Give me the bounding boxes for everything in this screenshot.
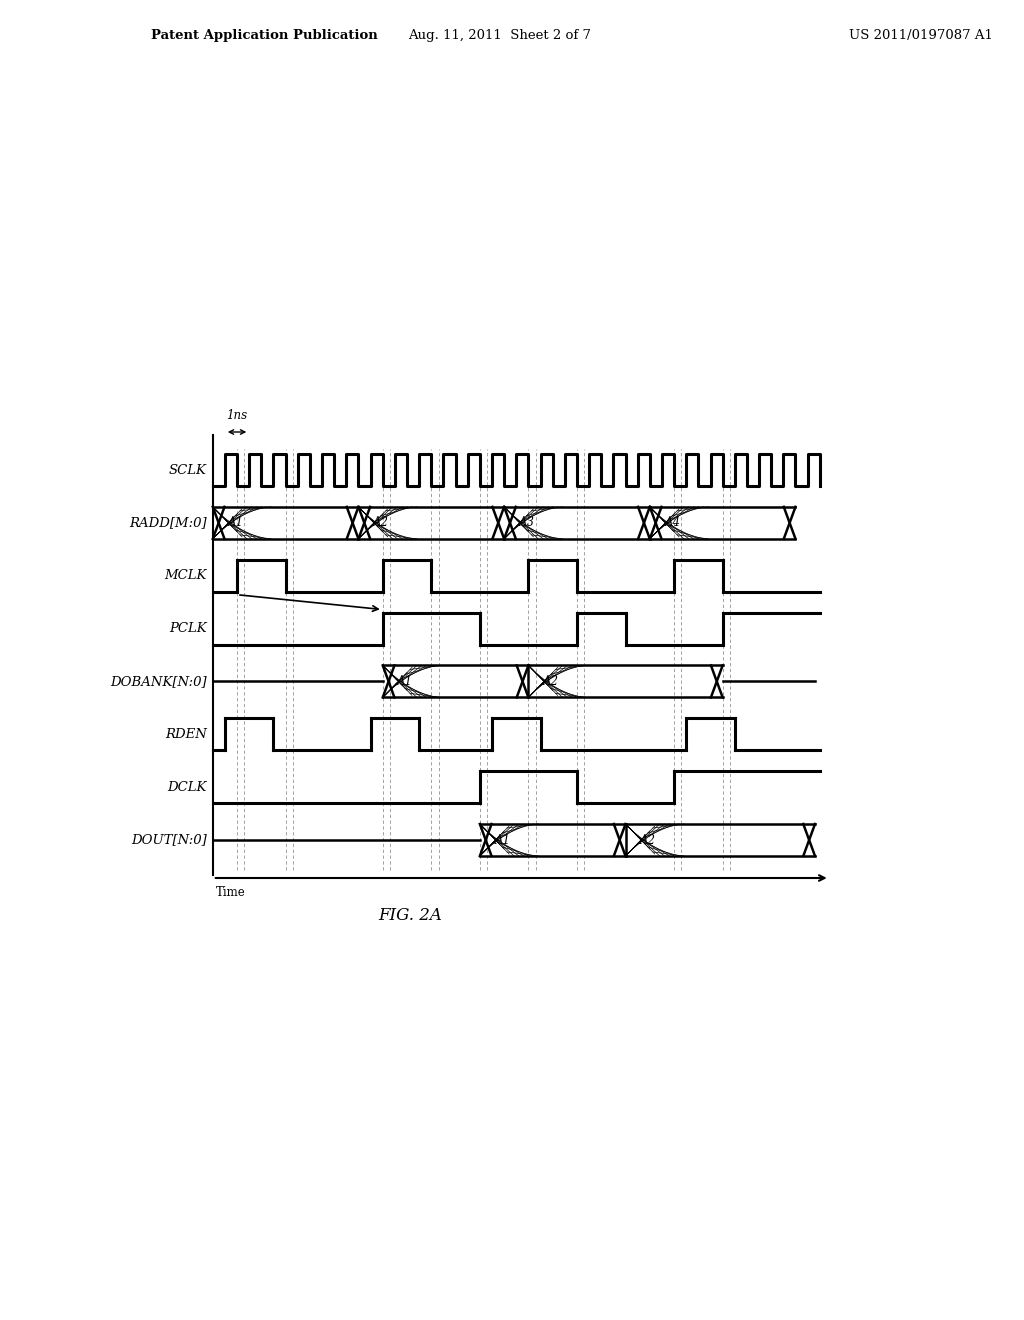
Text: Time: Time — [216, 886, 246, 899]
Text: RADD[M:0]: RADD[M:0] — [129, 516, 207, 529]
Text: A1: A1 — [495, 833, 511, 846]
Text: RDEN: RDEN — [165, 727, 207, 741]
Text: Aug. 11, 2011  Sheet 2 of 7: Aug. 11, 2011 Sheet 2 of 7 — [409, 29, 591, 41]
Text: A2: A2 — [373, 516, 389, 529]
Text: DOBANK[N:0]: DOBANK[N:0] — [111, 675, 207, 688]
Text: A2: A2 — [543, 675, 559, 688]
Text: A4: A4 — [665, 516, 680, 529]
Text: PCLK: PCLK — [169, 622, 207, 635]
Text: 1ns: 1ns — [226, 409, 248, 422]
Text: Patent Application Publication: Patent Application Publication — [152, 29, 378, 41]
Text: DOUT[N:0]: DOUT[N:0] — [131, 833, 207, 846]
Text: US 2011/0197087 A1: US 2011/0197087 A1 — [849, 29, 993, 41]
Text: DCLK: DCLK — [168, 780, 207, 793]
Text: A1: A1 — [227, 516, 244, 529]
Text: A1: A1 — [397, 675, 414, 688]
Text: A2: A2 — [640, 833, 656, 846]
Text: FIG. 2A: FIG. 2A — [378, 907, 442, 924]
Text: SCLK: SCLK — [169, 463, 207, 477]
Text: MCLK: MCLK — [165, 569, 207, 582]
Text: A3: A3 — [519, 516, 535, 529]
